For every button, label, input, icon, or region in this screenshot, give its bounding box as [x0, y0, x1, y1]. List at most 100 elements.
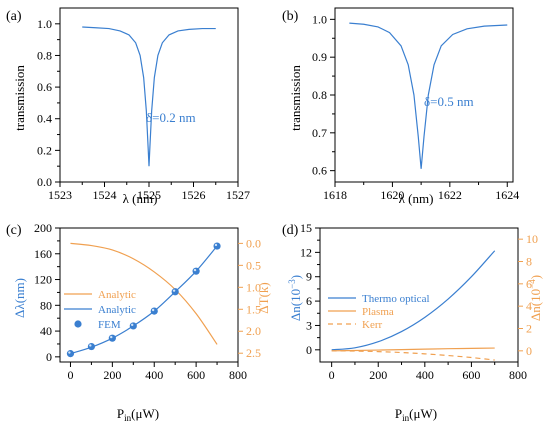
panel-c-fem-point	[129, 322, 137, 330]
panel-c-fem-point-highlight	[130, 323, 134, 327]
panel-c-fem-point	[87, 342, 96, 351]
panel-d-legend-label: Plasma	[362, 306, 394, 318]
panel-d-xlabel-main: P	[395, 406, 402, 421]
panel-d-frame	[319, 227, 519, 363]
panel-d-ylabel: Δn(10−3)	[287, 275, 303, 321]
panel-d-ytick-label: 6	[306, 294, 312, 308]
panel-c-xlabel-main: P	[117, 406, 124, 421]
panel-c-xlabel-sub: in	[124, 413, 132, 423]
panel-d-ytick-right-label: 8	[526, 255, 532, 269]
panel-a-ytick-label: 0.6	[37, 80, 52, 94]
panel-c-fem-point	[66, 350, 75, 358]
panel-d-ytick-label: 0	[306, 343, 312, 357]
panel-a-letter: (a)	[6, 9, 22, 24]
panel-c-legend-label: Analytic	[98, 304, 136, 316]
panel-b-ytick-label: 1.0	[312, 12, 327, 26]
panel-c-ytick-label: 120	[34, 273, 52, 287]
panel-a-ylabel: transmission	[12, 65, 27, 131]
panel-a-xtick-label: 1524	[93, 188, 117, 202]
panel-c-ytick-right-label: 0.0	[246, 236, 261, 250]
panel-a-annotation: δ=0.2 nm	[146, 110, 196, 125]
panel-a: (a) δ=0.2 nm λ (nm) transmission 1523 152…	[6, 7, 250, 206]
panel-c-fem-point	[213, 242, 221, 250]
panel-d-ylabel-sup: −3	[287, 279, 297, 289]
panel-a-xtick-label: 1525	[137, 188, 161, 202]
panel-c-legend-label: FEM	[98, 319, 121, 331]
panel-c-ytick-label: 160	[34, 247, 52, 261]
panel-c-ytick-right-label: 0.5	[246, 258, 261, 272]
panel-b-xlabel: λ (nm)	[399, 191, 434, 206]
panel-c-ylabel: Δλ(nm)	[12, 278, 27, 318]
panel-c-ytick-label: 200	[34, 221, 52, 235]
panel-c-fem-point-highlight	[172, 289, 176, 292]
panel-d-xlabel-sub: in	[402, 413, 410, 423]
panel-c-xlabel: Pin(μW)	[117, 406, 159, 423]
panel-c-ytick-right-label: 1.5	[246, 302, 261, 316]
panel-d-ytick-label: 9	[306, 270, 312, 284]
panel-c-fem-point-highlight	[214, 243, 218, 247]
panel-c-xtick-label: 600	[187, 368, 205, 382]
panel-d-xlabel-rest: (μW)	[409, 406, 437, 421]
panel-d-ylabel-right-close: )	[528, 275, 543, 279]
panel-d-ylabel-right: Δn(10−4)	[527, 275, 543, 321]
panel-c-fem-point	[150, 307, 158, 315]
panel-c-xtick-label: 0	[67, 368, 73, 382]
panel-b-xtick-label: 1620	[380, 188, 404, 202]
panel-c-fem-point-highlight	[68, 351, 71, 354]
panel-a-xtick-label: 1523	[48, 188, 72, 202]
panel-d-letter: (d)	[282, 223, 299, 238]
panel-c-xtick-label: 800	[229, 368, 247, 382]
panel-c-frame	[59, 227, 239, 363]
panel-c-analytic-line	[70, 242, 218, 345]
panel-a-ytick-label: 0.2	[37, 143, 52, 157]
panel-c-ytick-label: 0	[46, 350, 52, 364]
panel-d-ytick-label: 3	[306, 318, 312, 332]
panel-c-fem-point-highlight	[193, 268, 197, 272]
panel-d-ylabel-right-sup: −4	[527, 279, 537, 289]
panel-c-xlabel-rest: (μW)	[131, 406, 159, 421]
panel-b-ylabel: transmission	[288, 65, 303, 131]
panel-d-ytick-right-label: 2	[526, 322, 532, 336]
panel-c-ytick-label: 40	[40, 324, 52, 338]
panel-d-xtick-label: 600	[462, 368, 480, 382]
panel-b-letter: (b)	[282, 9, 299, 24]
panel-a-ytick-label: 0.4	[37, 112, 52, 126]
panel-c-ytick-label: 80	[40, 298, 52, 312]
panel-c-analytic-line	[70, 245, 218, 355]
panel-d-ylabel-right-main: Δn(10	[528, 289, 543, 321]
panel-a-ytick-label: 1.0	[37, 17, 52, 31]
panel-d-xtick-label: 400	[416, 368, 434, 382]
panel-c-legend-marker	[74, 320, 82, 328]
panel-c-fem-point	[108, 334, 116, 342]
panel-d-xtick-label: 800	[509, 368, 527, 382]
panel-b-transmission-line	[349, 22, 508, 169]
panel-c-ytick-right-label: 2.5	[246, 346, 261, 360]
panel-d-xlabel: Pin(μW)	[395, 406, 437, 423]
panel-b-ytick-label: 0.7	[312, 126, 327, 140]
panel-c-fem-point	[192, 267, 200, 275]
panel-a-ytick-label: 0.0	[37, 175, 52, 189]
panel-a-ytick-label: 0.8	[37, 48, 52, 62]
panel-c-xtick-label: 200	[103, 368, 121, 382]
panel-c-legend-label: Analytic	[98, 289, 136, 301]
panel-c: (c) Pin(μW) Δλ(nm) ΔT(k) 0 200 400 600 800 0 4…	[6, 221, 271, 423]
panel-d-xtick-label: 0	[329, 368, 335, 382]
panel-b: (b) δ=0.5 nm λ (nm) transmission 1618 162…	[282, 7, 519, 206]
panel-c-fem-point	[171, 288, 179, 296]
panel-b-ytick-label: 0.6	[312, 164, 327, 178]
panel-d-ytick-right-label: 4	[526, 299, 532, 313]
panel-c-fem-point-highlight	[151, 308, 155, 312]
panel-d-thermo-optical-line	[331, 250, 496, 351]
panel-d-ylabel-close: )	[288, 275, 303, 279]
panel-b-xtick-label: 1618	[323, 188, 347, 202]
panel-d: (d) Pin(μW) Δn(10−3) Δn(10−4) 0 200 400 600…	[282, 221, 543, 423]
panel-d-xtick-label: 200	[369, 368, 387, 382]
panel-c-fem-point-highlight	[110, 335, 113, 339]
panel-d-legend-label: Kerr	[362, 319, 382, 331]
panel-b-ytick-label: 0.8	[312, 88, 327, 102]
panel-c-ytick-right-label: 2.0	[246, 324, 261, 338]
panel-d-ytick-label: 12	[300, 245, 312, 259]
panel-d-legend-label: Thermo optical	[362, 293, 430, 305]
panel-d-kerr-line	[331, 350, 495, 361]
